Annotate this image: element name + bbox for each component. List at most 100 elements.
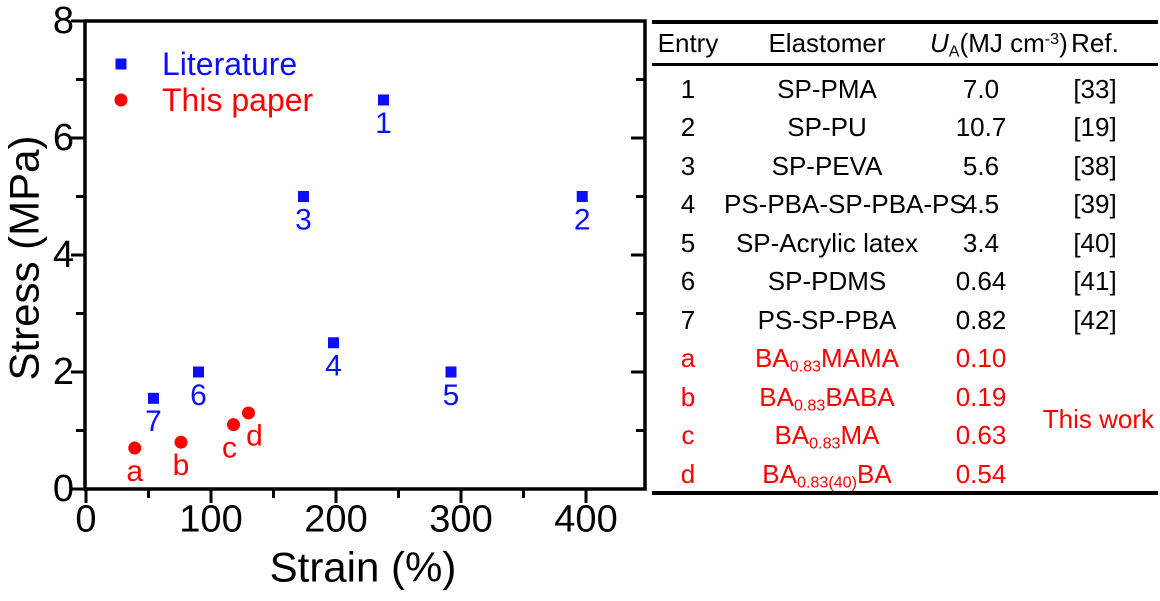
cell-ua: 3.4 (962, 227, 1000, 258)
y-axis-title: Stress (MPa) (1, 135, 48, 380)
reference-table: Entry Elastomer UA(MJ cm-3) Ref. 1 SP-PMA… (652, 20, 1158, 495)
cell-ref: [19] (1073, 112, 1117, 143)
data-point-label-4: 4 (325, 350, 342, 383)
ua-symbol: U (930, 28, 949, 58)
cell-ua: 0.10 (955, 343, 1007, 374)
x-tick-label: 200 (304, 498, 367, 540)
table-row-1: 1 SP-PMA 7.0 [33] (652, 70, 1158, 109)
data-point-4 (328, 337, 339, 349)
cell-ua: 0.82 (955, 304, 1007, 335)
x-axis-title: Strain (%) (270, 543, 457, 590)
legend-label-1: This paper (162, 82, 314, 118)
table-body: 1 SP-PMA 7.0 [33] 2 SP-PU 10.7 [19] 3 SP-PEVA 5.6 [… (652, 70, 1158, 494)
ua-unit-open: (MJ cm (959, 28, 1045, 58)
table-row-7: 7 PS-SP-PBA 0.82 [42] (652, 301, 1158, 340)
cell-entry: 1 (680, 73, 696, 104)
data-point-3 (298, 191, 309, 202)
data-point-7 (148, 392, 159, 404)
cell-entry: 7 (680, 304, 696, 335)
data-point-label-5: 5 (443, 379, 460, 412)
stress-strain-scatter-chart: 0 100 200 300 400 0 2 4 6 8 Strain (%) Stress (MPa)… (1, 0, 647, 590)
ua-unit-close: ) (1059, 28, 1068, 58)
data-point-label-a: a (126, 455, 143, 488)
data-point-label-b: b (173, 449, 190, 482)
cell-ua: 10.7 (955, 112, 1007, 143)
cell-elastomer: PS-PBA-SP-PBA-PS (724, 189, 967, 220)
cell-entry: 2 (680, 112, 696, 143)
header-entry: Entry (657, 28, 719, 58)
cell-ref: [39] (1073, 189, 1117, 220)
cell-ref: [41] (1073, 266, 1117, 297)
cell-elastomer: BA0.83MA (774, 420, 880, 453)
table-row-4: 4 PS-PBA-SP-PBA-PS 4.5 [39] (652, 186, 1158, 225)
elastomer-subscript: 0.83 (809, 434, 841, 453)
cell-elastomer: BA0.83(40)BA (762, 458, 892, 492)
cell-ua: 5.6 (962, 150, 1000, 181)
cell-ua: 4.5 (962, 189, 1000, 220)
ua-unit-superscript: -3 (1044, 29, 1060, 48)
data-point-label-1: 1 (375, 107, 392, 140)
header-elastomer: Elastomer (768, 28, 886, 58)
elastomer-subscript: 0.83(40) (796, 473, 857, 492)
legend-marker-0 (115, 58, 127, 70)
cell-elastomer: PS-SP-PBA (757, 304, 897, 335)
y-tick-label: 8 (53, 0, 74, 42)
table-row-d: d BA0.83(40)BA 0.54 (652, 455, 1158, 494)
data-point-2 (576, 191, 588, 202)
cell-entry: c (681, 420, 695, 451)
cell-elastomer: SP-PDMS (767, 266, 887, 297)
cell-ref: [33] (1073, 73, 1117, 104)
cell-entry: b (680, 381, 696, 412)
table-row-5: 5 SP-Acrylic latex 3.4 [40] (652, 224, 1158, 263)
y-tick-label: 0 (53, 468, 74, 510)
data-point-label-d: d (246, 420, 263, 453)
data-point-label-7: 7 (145, 405, 162, 438)
cell-elastomer: BA0.83BABA (759, 381, 895, 415)
legend-label-0: Literature (162, 46, 297, 82)
data-point-1 (378, 94, 389, 106)
data-point-label-c: c (222, 431, 237, 464)
table-row-a: a BA0.83MAMA 0.10 (652, 340, 1158, 379)
cell-entry: 3 (680, 150, 696, 181)
cell-entry: 6 (680, 266, 696, 297)
cell-ua: 7.0 (962, 73, 1000, 104)
data-point-label-2: 2 (574, 203, 591, 236)
cell-elastomer: BA0.83MAMA (754, 343, 900, 376)
y-tick-label: 2 (53, 351, 74, 393)
ua-symbol-subscript: A (948, 42, 960, 61)
elastomer-subscript: 0.83 (793, 396, 826, 415)
elastomer-subscript: 0.83 (789, 357, 822, 376)
cell-elastomer: SP-PEVA (771, 150, 883, 181)
cell-entry: a (680, 343, 696, 374)
table-row-b: b BA0.83BABA 0.19 (652, 378, 1158, 417)
data-point-5 (445, 366, 457, 378)
header-ua: UA(MJ cm-3) (930, 28, 1068, 61)
cell-ua: 0.63 (955, 420, 1007, 451)
cell-ref: [42] (1073, 304, 1117, 335)
table-row-3: 3 SP-PEVA 5.6 [38] (652, 147, 1158, 186)
cell-ref: [40] (1073, 227, 1117, 258)
cell-ref: [38] (1073, 150, 1117, 181)
header-ref: Ref. (1071, 28, 1119, 58)
data-point-d (242, 406, 255, 420)
y-tick-label: 6 (53, 117, 74, 159)
table-header-row: Entry Elastomer UA(MJ cm-3) Ref. (652, 24, 1158, 66)
x-tick-label: 400 (554, 498, 617, 540)
x-tick-label: 300 (429, 498, 492, 540)
cell-entry: 4 (680, 189, 696, 220)
cell-entry: d (680, 458, 696, 489)
data-point-b (174, 435, 188, 449)
data-point-label-3: 3 (295, 203, 312, 236)
data-point-a (128, 441, 142, 455)
data-point-6 (193, 366, 204, 378)
cell-ua: 0.54 (955, 458, 1007, 489)
x-tick-label: 0 (75, 498, 96, 540)
cell-ua: 0.19 (955, 381, 1007, 412)
legend-marker-1 (114, 93, 128, 107)
y-tick-label: 4 (53, 234, 74, 276)
data-point-label-6: 6 (190, 379, 207, 412)
this-work-label: This work (1042, 404, 1154, 434)
table-row-c: c BA0.83MA 0.63 (652, 417, 1158, 456)
table-row-6: 6 SP-PDMS 0.64 [41] (652, 263, 1158, 302)
